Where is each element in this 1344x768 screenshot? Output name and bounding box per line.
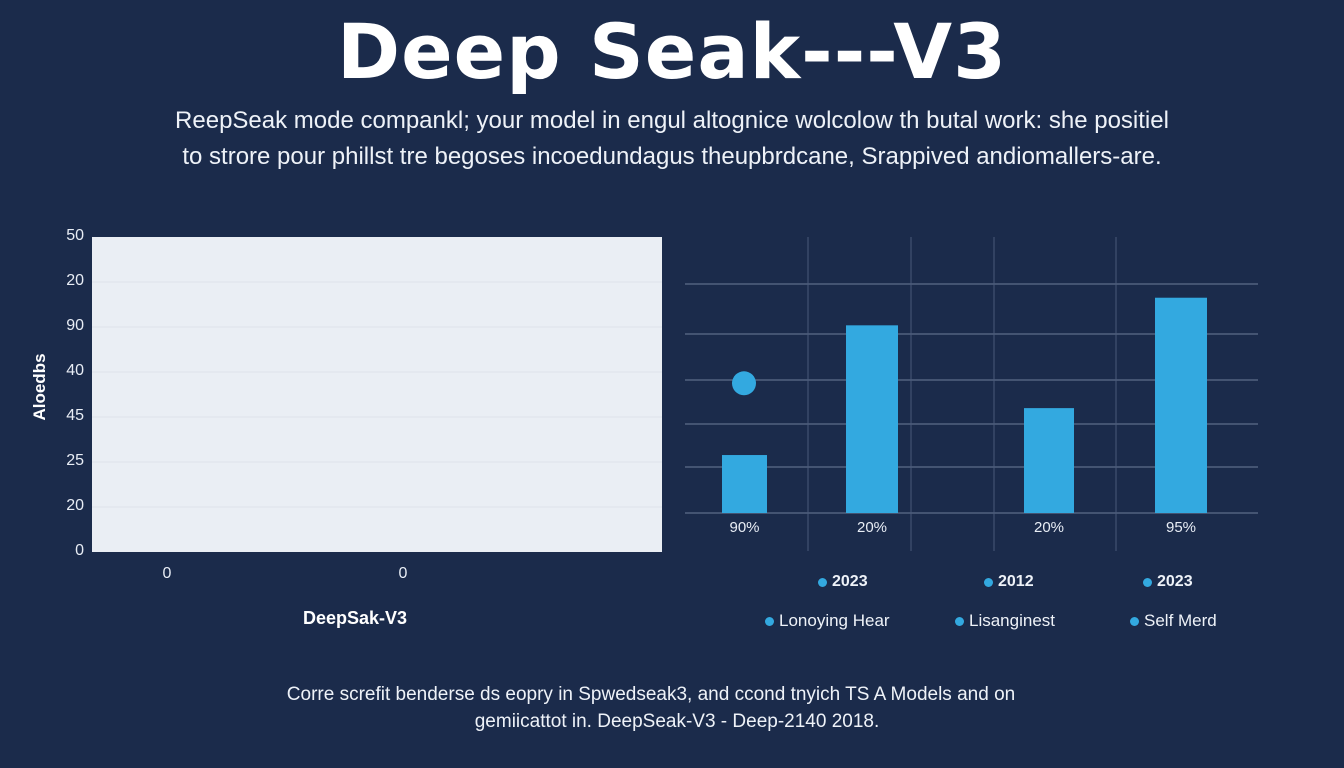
legend-label: 2023 xyxy=(832,573,868,590)
legend-dot-icon xyxy=(955,616,964,626)
page-title: Deep Seak---V3 xyxy=(337,7,1007,96)
category-label: 20% xyxy=(856,519,888,536)
y-tick-label: 25 xyxy=(66,452,84,469)
bar xyxy=(1024,408,1074,513)
x-tick-label: 0 xyxy=(162,565,172,582)
legend-item: 2023 xyxy=(1143,573,1193,591)
y-tick-label: 20 xyxy=(66,497,84,514)
legend-item: 2012 xyxy=(984,573,1034,591)
legend-dot-icon xyxy=(1130,616,1139,626)
left-chart-grid xyxy=(92,281,662,508)
bar xyxy=(846,325,898,513)
subtitle-line-1: ReepSeak mode compankl; your model in en… xyxy=(175,107,1169,134)
bar xyxy=(722,455,767,513)
subtitle-line-2: to strore pour phillst tre begoses incoe… xyxy=(182,143,1162,170)
x-tick-label: 0 xyxy=(398,565,408,582)
y-tick-label: 50 xyxy=(66,227,84,244)
legend-item: Lisanginest xyxy=(955,611,1055,631)
y-tick-label: 20 xyxy=(66,272,84,289)
legend-item: Self Merd xyxy=(1130,611,1217,631)
legend-label: Self Merd xyxy=(1144,611,1217,630)
y-tick-label: 0 xyxy=(75,542,84,559)
legend-label: 2023 xyxy=(1157,573,1193,590)
legend-label: Lisanginest xyxy=(969,611,1056,630)
legend-dot-icon xyxy=(1143,577,1152,587)
legend-dot-icon xyxy=(984,577,993,587)
y-tick-label: 40 xyxy=(66,362,84,379)
y-tick-label: 90 xyxy=(66,317,84,334)
legend-label: 2012 xyxy=(998,573,1034,590)
category-label: 20% xyxy=(1033,519,1065,536)
legend-item: 2023 xyxy=(818,573,868,591)
bar xyxy=(1155,297,1207,513)
legend-dot-icon xyxy=(818,577,827,587)
legend-item: Lonoying Hear xyxy=(765,611,890,631)
footer-line-2: gemiicattot in. DeepSeak-V3 - Deep-2140 … xyxy=(474,711,880,732)
footer-line-1: Corre screfit benderse ds eopry in Spwed… xyxy=(286,684,1016,705)
category-label: 95% xyxy=(1165,519,1197,536)
x-axis-label: DeepSak-V3 xyxy=(302,608,408,628)
left-chart-plot-area xyxy=(92,237,662,552)
legend-label: Lonoying Hear xyxy=(779,611,890,630)
data-point xyxy=(732,371,756,396)
y-tick-label: 45 xyxy=(66,407,84,424)
legend-dot-icon xyxy=(765,616,774,626)
category-label: 90% xyxy=(729,519,760,536)
